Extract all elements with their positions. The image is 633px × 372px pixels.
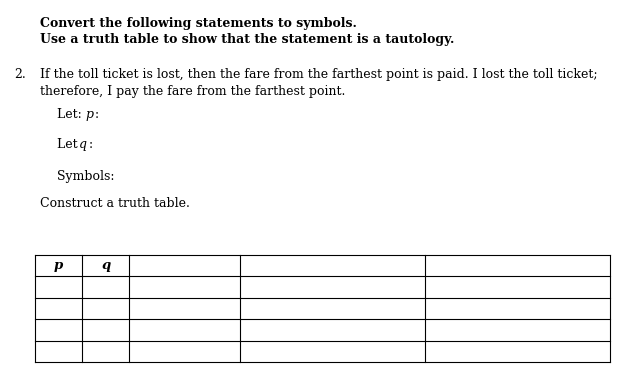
Text: q: q <box>79 138 87 151</box>
Text: Convert the following statements to symbols.: Convert the following statements to symb… <box>40 17 357 30</box>
Text: therefore, I pay the fare from the farthest point.: therefore, I pay the fare from the farth… <box>40 85 346 98</box>
Text: p: p <box>54 259 63 272</box>
Text: Let:: Let: <box>57 108 85 121</box>
Text: :: : <box>89 138 93 151</box>
Text: q: q <box>101 259 110 272</box>
Text: Symbols:: Symbols: <box>57 170 115 183</box>
Text: Construct a truth table.: Construct a truth table. <box>40 197 190 210</box>
Text: p: p <box>85 108 93 121</box>
Text: :: : <box>95 108 99 121</box>
Text: Let: Let <box>57 138 82 151</box>
Text: Use a truth table to show that the statement is a tautology.: Use a truth table to show that the state… <box>40 33 454 46</box>
Text: If the toll ticket is lost, then the fare from the farthest point is paid. I los: If the toll ticket is lost, then the far… <box>40 68 598 81</box>
Text: 2.: 2. <box>14 68 26 81</box>
